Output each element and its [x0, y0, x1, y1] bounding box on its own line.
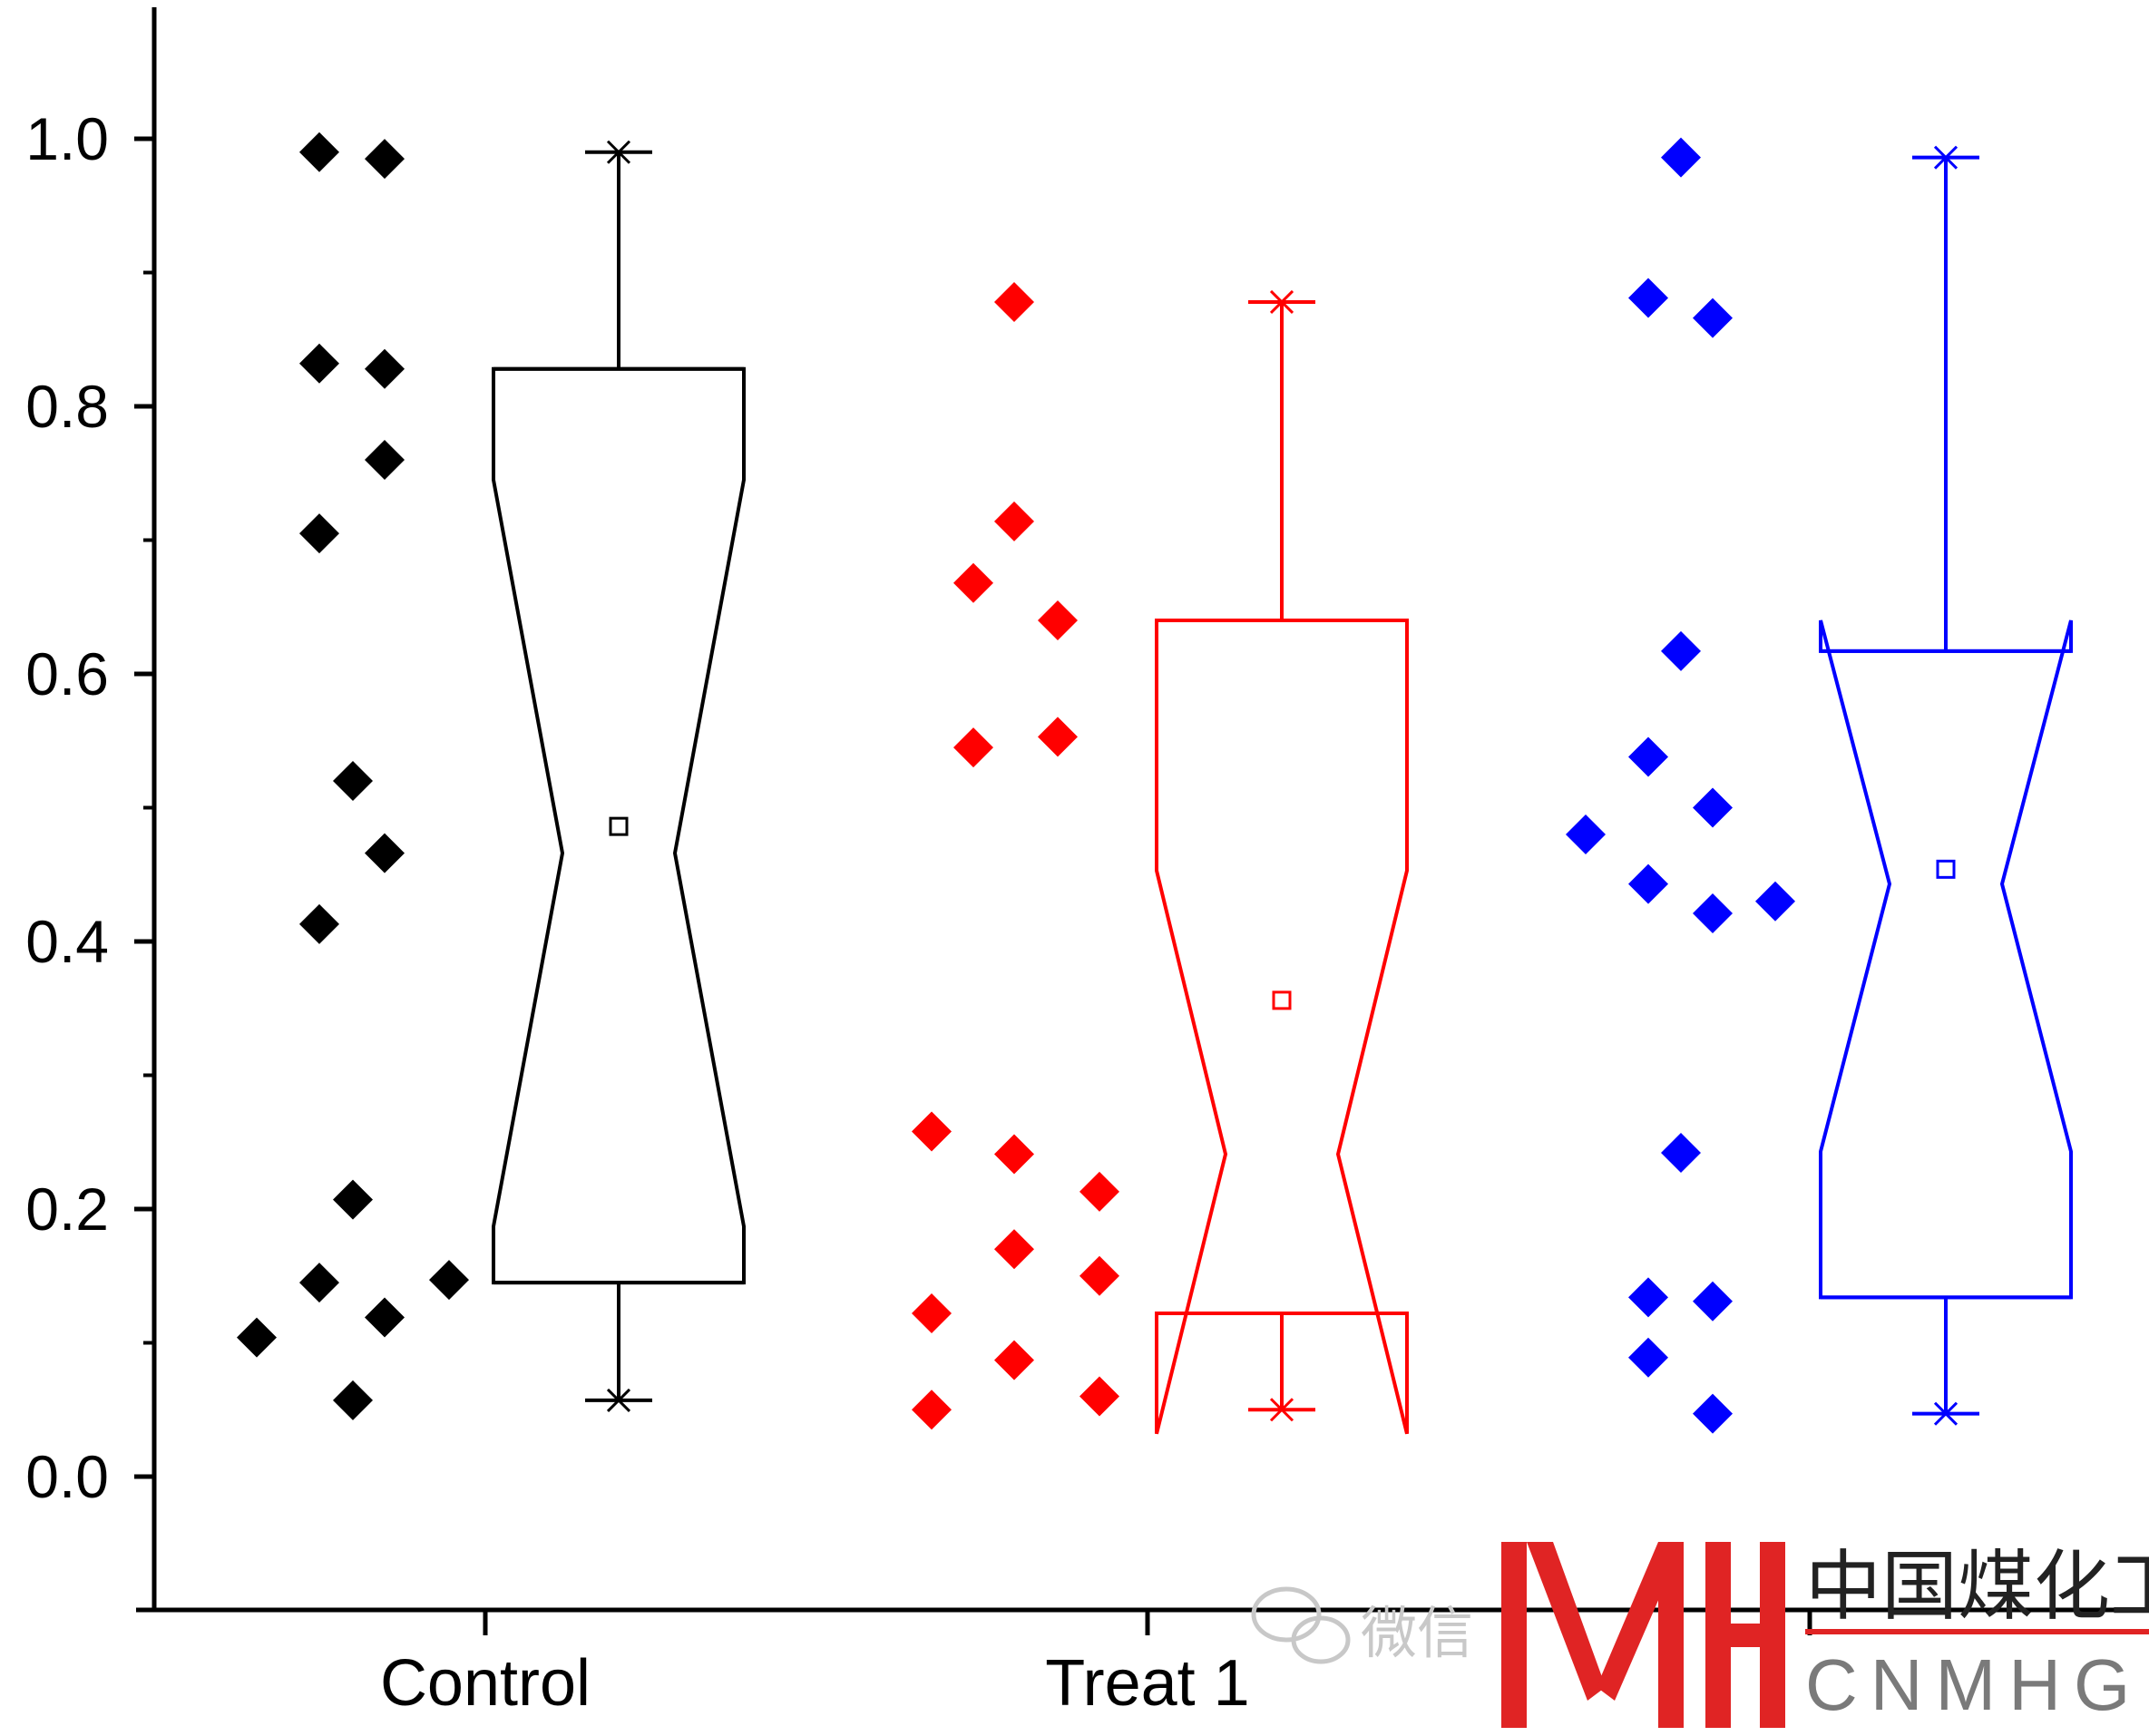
data-point [912, 1390, 952, 1430]
data-point [333, 761, 373, 801]
data-point [1566, 814, 1606, 854]
data-point [365, 139, 405, 180]
whisker-cross [606, 140, 631, 164]
y-tick-label: 1.0 [25, 105, 109, 172]
data-point [1079, 1171, 1119, 1212]
data-point [994, 1229, 1034, 1270]
mean-marker [1936, 859, 1956, 879]
data-point [1628, 736, 1668, 777]
data-point [1038, 717, 1078, 757]
data-point [299, 903, 339, 944]
whisker-cross [1933, 1401, 1959, 1426]
y-tick-label: 0.8 [25, 373, 109, 440]
wechat-icon [1251, 1586, 1351, 1664]
data-point [994, 1134, 1034, 1175]
axes: 0.0 0.2 0.4 0.6 0.8 1.0 Control Treat 1 [25, 7, 2149, 1720]
data-point [1038, 600, 1078, 640]
data-point [1661, 630, 1701, 671]
data-point [994, 501, 1034, 541]
data-point [299, 513, 339, 554]
data-point [333, 1380, 373, 1420]
y-tick-label: 0.6 [25, 640, 109, 707]
data-point [1693, 1393, 1733, 1434]
data-point [912, 1293, 952, 1334]
data-point [1628, 863, 1668, 904]
data-point [1693, 1281, 1733, 1322]
data-point [1628, 278, 1668, 318]
notched-box [1819, 619, 2073, 1300]
x-tick-label: Treat 1 [1045, 1647, 1249, 1720]
watermark-brand-en: CNMHG [1805, 1644, 2143, 1725]
y-tick-label: 0.2 [25, 1175, 109, 1243]
brand-logo [1501, 1542, 2149, 1728]
data-point [365, 348, 405, 389]
data-point [1079, 1255, 1119, 1296]
data-point [994, 1340, 1034, 1380]
whisker-cross [1269, 1398, 1294, 1422]
watermark: 微信 中国煤化工 CNMHG [1251, 1542, 2149, 1728]
whisker-cross [606, 1388, 631, 1412]
data-point [1693, 297, 1733, 338]
data-point [1628, 1337, 1668, 1378]
y-tick-label: 0.4 [25, 908, 109, 975]
data-point [1628, 1277, 1668, 1318]
data-point [953, 727, 993, 768]
data-point [299, 1263, 339, 1303]
data-point [953, 562, 993, 603]
data-point [237, 1317, 277, 1358]
x-tick-label: Control [380, 1647, 591, 1720]
mean-marker [1272, 990, 1292, 1010]
data-point [365, 440, 405, 480]
mean-marker [609, 816, 629, 836]
data-point [365, 1297, 405, 1338]
data-point [333, 1179, 373, 1220]
watermark-brand-zh: 中国煤化工 [1805, 1542, 2149, 1631]
whisker-cross [1269, 289, 1294, 315]
data-point [365, 833, 405, 873]
y-tick-label: 0.0 [25, 1443, 109, 1510]
data-point [1693, 787, 1733, 828]
data-point [1755, 881, 1795, 922]
data-point [299, 132, 339, 172]
data-point [1661, 1133, 1701, 1174]
data-point [1693, 893, 1733, 934]
data-point [299, 343, 339, 384]
plot-marks [237, 132, 2073, 1435]
data-point [912, 1111, 952, 1152]
data-point [1661, 137, 1701, 178]
watermark-wechat-label: 微信 [1361, 1600, 1473, 1666]
data-point [994, 281, 1034, 322]
data-point [429, 1260, 469, 1301]
whisker-cross [1933, 145, 1959, 170]
data-point [1079, 1376, 1119, 1417]
